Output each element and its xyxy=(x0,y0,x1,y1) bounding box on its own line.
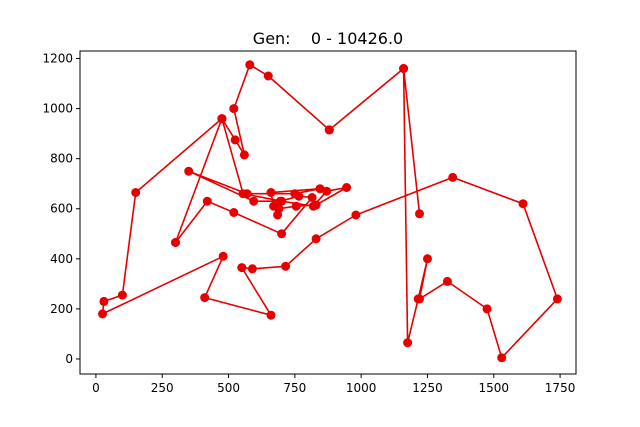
data-point xyxy=(171,238,180,247)
data-point xyxy=(184,166,194,176)
x-tick-label: 1500 xyxy=(479,381,510,395)
x-tick-label: 0 xyxy=(92,381,100,395)
data-point xyxy=(131,188,141,197)
data-point xyxy=(291,201,301,211)
data-point xyxy=(342,183,352,192)
y-tick-label: 200 xyxy=(50,302,73,316)
plot-frame xyxy=(79,50,577,375)
data-point xyxy=(497,353,507,363)
data-point xyxy=(239,150,249,160)
data-point xyxy=(98,309,107,319)
data-point xyxy=(275,196,285,206)
data-point xyxy=(266,188,276,197)
data-point xyxy=(245,60,255,70)
data-point xyxy=(324,125,334,135)
x-tick-label: 500 xyxy=(217,381,240,395)
data-point xyxy=(99,296,109,306)
data-point xyxy=(229,208,239,217)
x-tick-label: 250 xyxy=(151,381,174,395)
y-tick-label: 600 xyxy=(50,202,73,216)
data-point xyxy=(552,294,562,304)
data-point xyxy=(448,172,458,182)
data-point xyxy=(403,338,413,348)
data-point xyxy=(269,201,279,211)
data-point xyxy=(202,196,212,206)
x-tick-label: 1750 xyxy=(545,381,576,395)
data-point xyxy=(351,210,361,220)
data-point xyxy=(263,71,273,81)
series-layer xyxy=(98,60,562,363)
data-point xyxy=(247,264,257,274)
data-point xyxy=(311,200,321,210)
data-point xyxy=(237,263,247,273)
x-tick-label: 1250 xyxy=(412,381,443,395)
y-tick-label: 1000 xyxy=(42,102,73,116)
data-point xyxy=(442,276,452,286)
data-point xyxy=(249,196,259,206)
data-point xyxy=(200,293,210,303)
y-tick-label: 400 xyxy=(50,252,73,266)
data-point xyxy=(242,189,252,199)
x-tick-label: 750 xyxy=(283,381,306,395)
y-tick-label: 0 xyxy=(65,352,73,366)
chart-title: Gen: 0 - 10426.0 xyxy=(253,29,403,48)
data-point xyxy=(423,254,432,264)
data-point xyxy=(482,304,492,314)
data-point xyxy=(315,184,325,194)
data-point xyxy=(307,193,317,202)
data-point xyxy=(518,199,528,209)
data-point xyxy=(399,64,409,73)
data-point xyxy=(413,294,423,304)
data-point xyxy=(294,191,304,201)
data-point xyxy=(281,261,291,271)
data-point xyxy=(277,229,287,239)
y-tick-label: 1200 xyxy=(42,52,73,66)
y-tick-label: 800 xyxy=(50,152,73,166)
data-point xyxy=(266,310,276,320)
data-point xyxy=(229,104,239,114)
x-tick-label: 1000 xyxy=(346,381,377,395)
data-point xyxy=(218,251,228,261)
data-point xyxy=(217,114,227,124)
axes-layer: 0 250 500 750 1000 1250 1500 1750 0 200 400 600 800 1… xyxy=(42,52,575,395)
data-point xyxy=(117,290,127,300)
data-point xyxy=(311,234,321,244)
data-point xyxy=(415,209,424,219)
data-point xyxy=(273,210,283,220)
data-point xyxy=(230,135,240,145)
